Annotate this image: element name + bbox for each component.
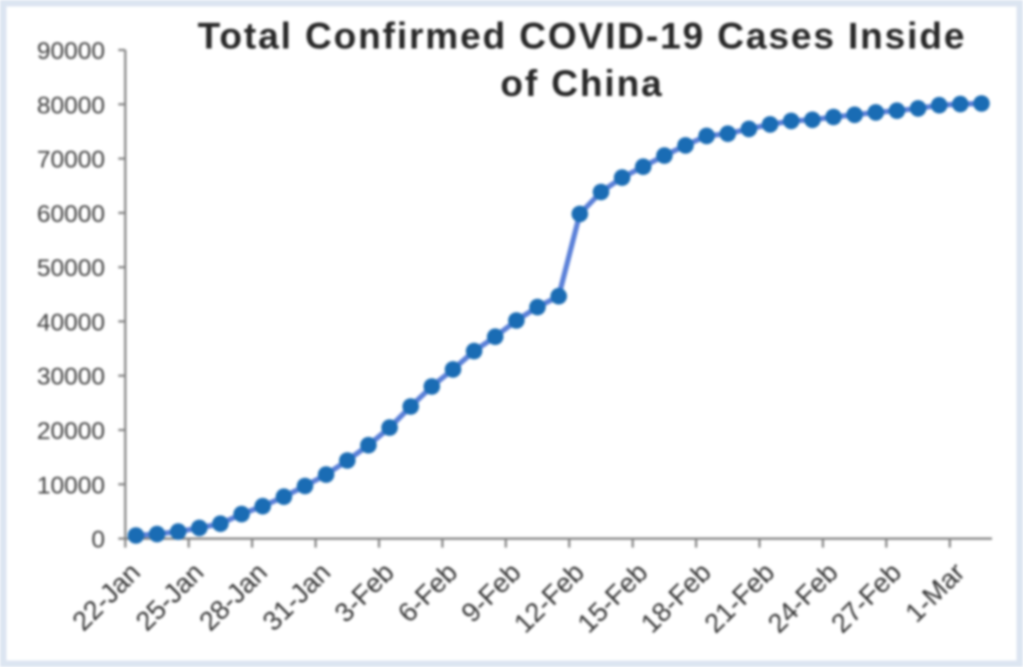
svg-text:60000: 60000	[37, 201, 105, 228]
svg-text:10000: 10000	[37, 472, 105, 499]
svg-text:70000: 70000	[37, 147, 105, 174]
svg-text:0: 0	[91, 527, 105, 554]
svg-text:50000: 50000	[37, 255, 105, 282]
svg-text:90000: 90000	[37, 38, 105, 65]
svg-text:40000: 40000	[37, 309, 105, 336]
svg-text:Total Confirmed COVID-19 Cases: Total Confirmed COVID-19 Cases Inside	[198, 16, 967, 57]
svg-text:30000: 30000	[37, 364, 105, 391]
svg-text:of China: of China	[500, 63, 663, 104]
svg-text:80000: 80000	[37, 92, 105, 119]
svg-text:20000: 20000	[37, 418, 105, 445]
